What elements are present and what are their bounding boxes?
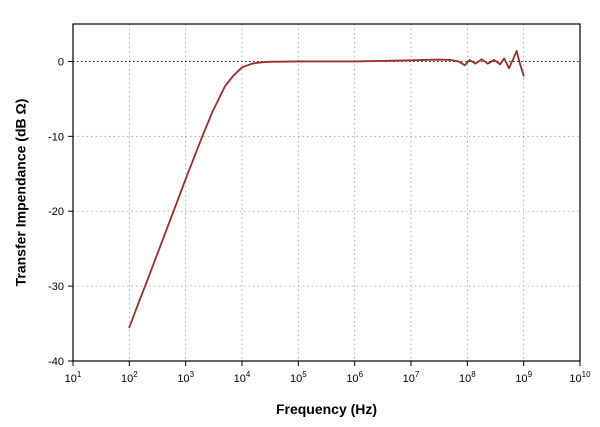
x-tick-label: 1010 [569, 370, 591, 385]
plot-frame [72, 23, 581, 362]
x-tick-label: 103 [177, 370, 194, 385]
y-tick-label: -10 [48, 131, 64, 143]
x-tick-label: 108 [459, 370, 476, 385]
x-tick-label: 101 [65, 370, 82, 385]
x-tick-label: 107 [403, 370, 420, 385]
x-tick-label: 102 [121, 370, 138, 385]
x-tick-label: 109 [515, 370, 532, 385]
x-tick-label: 104 [234, 370, 251, 385]
y-tick-label: -30 [48, 281, 64, 293]
x-tick-label: 106 [346, 370, 363, 385]
y-tick-label: -40 [48, 356, 64, 368]
grid-lines [73, 24, 580, 361]
x-axis-title: Frequency (Hz) [276, 401, 377, 417]
y-axis-title: Transfer Impendance (dB Ω) [13, 99, 29, 287]
series-layer [128, 50, 525, 329]
x-tick-label: 105 [290, 370, 307, 385]
series-line [128, 50, 525, 329]
axis-ticks: 101 102 103 104 105 106 107 108 109 1010 0 -10 -20 -3… [48, 56, 591, 385]
y-tick-label: -20 [48, 206, 64, 218]
y-tick-label: 0 [58, 56, 64, 68]
